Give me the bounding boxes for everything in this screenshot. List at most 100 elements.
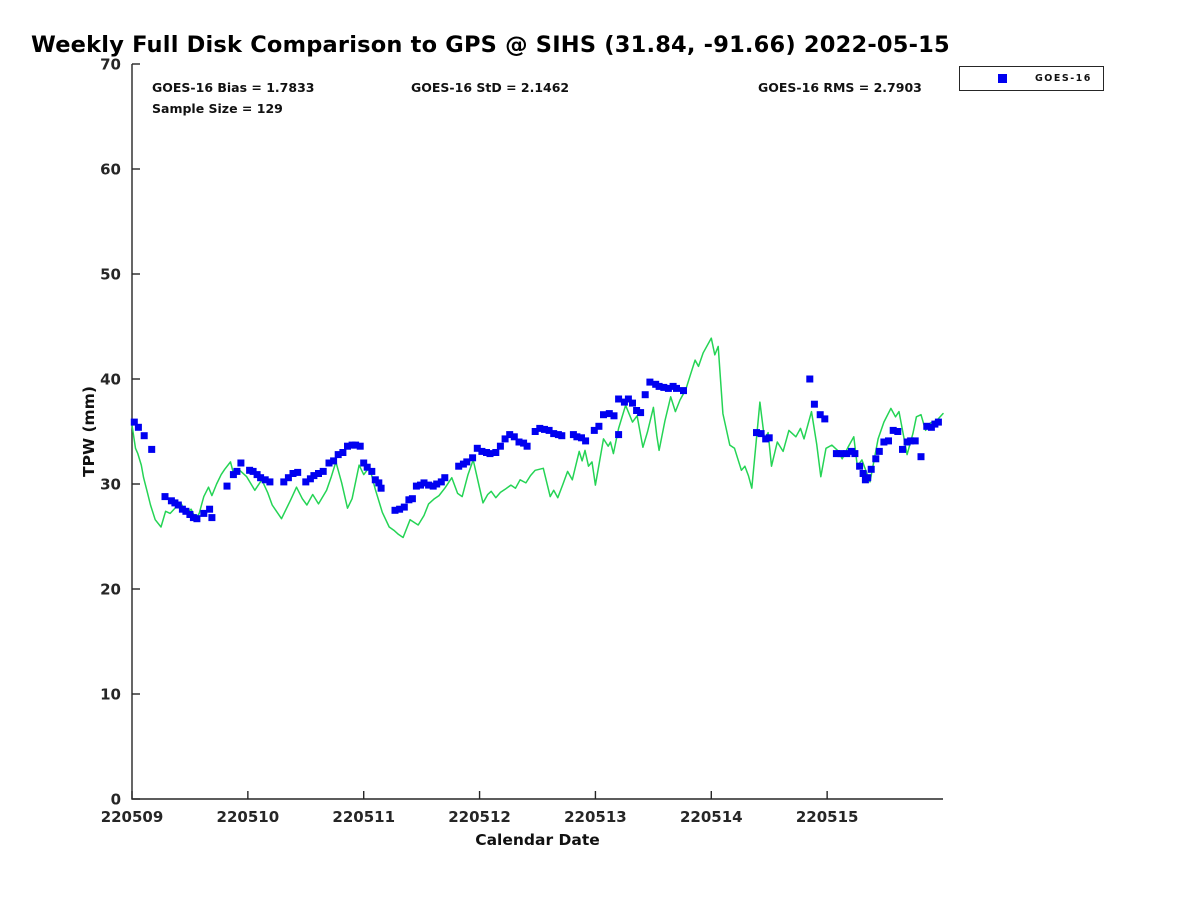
goes16-marker <box>294 468 302 476</box>
goes16-marker <box>536 424 544 432</box>
goes16-marker <box>923 422 931 430</box>
goes16-marker <box>478 447 486 455</box>
goes16-marker <box>523 442 531 450</box>
goes16-marker <box>363 463 371 471</box>
goes16-marker <box>315 470 322 477</box>
goes16-marker <box>463 458 471 466</box>
goes16-marker <box>610 412 618 420</box>
goes16-marker <box>637 409 645 417</box>
goes16-marker <box>590 426 598 434</box>
goes16-marker <box>889 426 897 434</box>
y-tick-label: 40 <box>100 371 121 389</box>
goes16-marker <box>867 465 875 473</box>
legend-box: GOES-16 <box>959 66 1104 91</box>
goes16-marker <box>545 426 553 434</box>
goes16-marker <box>673 384 680 392</box>
goes16-marker <box>344 442 351 450</box>
goes16-marker <box>816 411 824 419</box>
goes16-marker <box>249 467 257 475</box>
goes16-marker <box>615 431 623 439</box>
x-tick-label: 220514 <box>680 808 743 826</box>
stat-sample-size: Sample Size = 129 <box>152 101 283 116</box>
goes16-marker <box>455 462 463 470</box>
goes16-marker <box>206 505 214 513</box>
goes16-marker <box>934 418 942 426</box>
y-axis-label: TPW (mm) <box>80 386 98 477</box>
goes16-marker <box>757 430 765 438</box>
goes16-marker <box>200 509 208 517</box>
stat-bias: GOES-16 Bias = 1.7833 <box>152 80 315 95</box>
goes16-marker <box>284 474 292 482</box>
goes16-marker <box>289 470 297 477</box>
goes16-marker <box>633 407 641 414</box>
goes16-marker <box>425 481 433 489</box>
goes16-marker <box>595 422 603 430</box>
goes16-marker <box>492 449 500 456</box>
goes16-marker <box>907 437 915 445</box>
goes16-marker <box>624 395 632 403</box>
goes16-marker <box>441 474 449 482</box>
goes16-marker <box>531 428 539 435</box>
goes16-marker <box>899 445 906 453</box>
goes16-marker <box>655 382 663 390</box>
gps-line <box>131 337 944 539</box>
goes16-marker <box>325 459 333 467</box>
goes16-marker <box>339 449 347 456</box>
goes16-marker <box>515 438 523 446</box>
stat-rms: GOES-16 RMS = 2.7903 <box>758 80 922 95</box>
y-tick-label: 30 <box>100 476 121 494</box>
goes16-marker <box>859 470 867 477</box>
goes16-marker <box>266 478 274 486</box>
goes16-marker <box>600 411 607 419</box>
goes16-marker <box>391 506 399 514</box>
goes16-marker <box>134 423 142 431</box>
goes16-marker <box>237 459 245 467</box>
y-tick-label: 50 <box>100 266 121 284</box>
goes16-marker <box>660 383 668 391</box>
y-tick-label: 60 <box>100 161 121 179</box>
goes16-marker <box>605 410 613 418</box>
goes16-marker <box>501 435 509 443</box>
goes16-marker <box>375 479 383 487</box>
goes16-marker <box>473 444 481 452</box>
goes16-square-marker-icon <box>998 74 1007 83</box>
goes16-marker <box>396 505 404 513</box>
goes16-marker <box>420 479 428 487</box>
goes16-marker <box>161 493 169 501</box>
goes16-marker <box>400 503 408 511</box>
x-axis-label: Calendar Date <box>475 831 600 849</box>
goes16-marker <box>148 445 156 453</box>
goes16-marker <box>578 434 585 442</box>
goes16-marker <box>352 441 360 449</box>
goes16-marker <box>360 459 368 467</box>
goes16-marker <box>558 432 566 440</box>
goes16-marker <box>837 450 845 458</box>
goes16-marker <box>550 430 558 438</box>
y-tick-label: 70 <box>100 56 121 74</box>
goes16-marker <box>486 450 494 458</box>
goes16-marker <box>806 375 814 383</box>
goes16-marker <box>469 454 477 462</box>
goes16-marker <box>620 398 628 406</box>
goes16-marker <box>437 478 445 486</box>
goes16-marker <box>872 455 880 463</box>
goes16-marker <box>261 476 269 484</box>
goes16-marker <box>810 400 818 408</box>
y-tick-label: 10 <box>100 686 121 704</box>
goes16-marker <box>368 467 376 475</box>
chart-title: Weekly Full Disk Comparison to GPS @ SIH… <box>31 32 950 58</box>
goes16-marker <box>302 478 310 486</box>
goes16-marker <box>208 514 216 522</box>
goes16-marker <box>223 482 231 490</box>
goes16-marker <box>174 501 182 509</box>
goes16-marker <box>140 432 148 440</box>
goes16-marker <box>233 467 241 475</box>
legend-label: GOES-16 <box>1035 73 1092 84</box>
goes16-marker <box>629 399 636 407</box>
goes16-marker <box>875 447 883 455</box>
goes16-marker <box>856 462 864 470</box>
goes16-marker <box>664 384 672 392</box>
goes16-marker <box>412 482 420 490</box>
goes16-marker <box>641 391 649 399</box>
